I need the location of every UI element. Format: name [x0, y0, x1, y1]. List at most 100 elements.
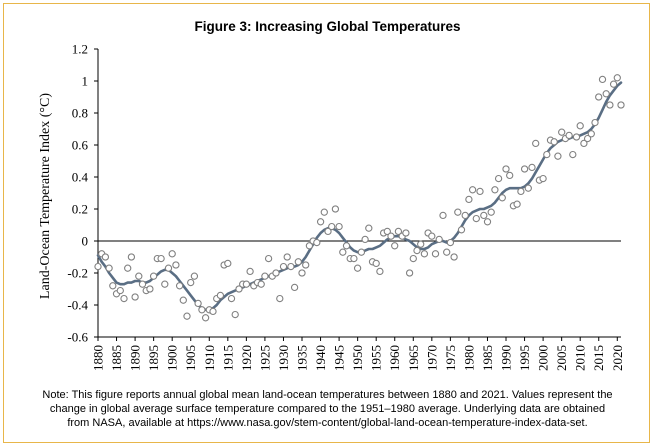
data-point: [175, 282, 184, 290]
data-point: [361, 235, 369, 244]
data-point: [405, 269, 414, 277]
y-axis-ticks: -0.6 -0.4 -0.2 0 0.2 0.4 0.6 0.8 1 1.2: [67, 42, 98, 345]
data-point: [431, 250, 440, 258]
data-point: [387, 232, 395, 240]
data-point: [483, 218, 492, 226]
data-point: [357, 248, 366, 256]
data-point: [402, 229, 410, 237]
data-point: [235, 285, 243, 293]
data-point: [320, 208, 328, 216]
data-point: [569, 150, 577, 159]
x-tick-label: 1940: [313, 345, 328, 371]
data-point: [316, 218, 325, 226]
data-point: [613, 74, 621, 82]
data-point: [257, 280, 265, 288]
figure-frame: [3, 3, 650, 443]
x-tick-label: 1970: [424, 345, 439, 371]
data-point: [350, 254, 358, 263]
x-tick-label: 1965: [406, 345, 421, 371]
data-point: [261, 272, 269, 280]
data-point: [227, 294, 236, 303]
data-point: [365, 224, 373, 232]
x-tick-label: 1945: [332, 345, 347, 371]
data-point: [558, 128, 566, 136]
data-point: [187, 278, 195, 287]
data-point: [565, 131, 573, 140]
x-tick-label: 1975: [443, 345, 458, 371]
data-point: [576, 122, 584, 130]
data-point: [480, 211, 488, 220]
y-tick-label: 1.2: [72, 42, 88, 57]
data-point: [101, 253, 110, 261]
x-tick-label: 1920: [239, 345, 254, 371]
data-point: [517, 187, 525, 196]
data-point: [183, 312, 191, 320]
data-point: [120, 294, 128, 303]
y-tick-label: -0.4: [67, 298, 88, 313]
data-point: [328, 222, 336, 231]
data-point: [550, 138, 558, 146]
x-tick-label: 1960: [387, 345, 402, 371]
x-tick-label: 2015: [591, 345, 606, 371]
data-point: [457, 226, 466, 234]
y-tick-label: 0.6: [72, 138, 89, 153]
data-point: [164, 264, 173, 272]
x-tick-label: 1995: [517, 345, 532, 371]
data-point: [179, 296, 187, 304]
note-line-3: from NASA, available at https://www.nasa…: [67, 417, 588, 429]
data-point: [609, 80, 618, 88]
data-point: [161, 280, 169, 288]
data-point: [131, 293, 139, 301]
data-point: [305, 242, 314, 250]
data-point: [572, 133, 581, 141]
x-tick-label: 1915: [220, 345, 235, 371]
data-point: [472, 214, 480, 223]
data-point: [409, 254, 417, 263]
data-point: [554, 152, 562, 160]
y-tick-label: -0.2: [67, 266, 88, 281]
y-tick-label: 0: [82, 234, 89, 249]
data-point: [224, 259, 232, 268]
data-point: [394, 227, 403, 236]
trend-line: [96, 81, 623, 312]
data-point: [502, 165, 510, 173]
data-point: [465, 195, 473, 204]
data-point: [172, 261, 180, 269]
data-point: [105, 264, 113, 272]
chart-title: Figure 3: Increasing Global Temperatures: [194, 19, 461, 34]
data-point: [428, 232, 436, 240]
data-point: [242, 280, 251, 288]
note-line-2: change in global average surface tempera…: [49, 403, 606, 415]
data-point: [94, 262, 102, 271]
data-point: [383, 227, 391, 236]
figure-note: Note: This figure reports annual global …: [12, 388, 643, 430]
x-tick-label: 1900: [165, 345, 180, 371]
data-point: [109, 282, 117, 290]
data-point: [435, 235, 443, 244]
x-tick-label: 2000: [536, 345, 551, 371]
data-point: [587, 130, 595, 138]
data-point: [583, 134, 592, 143]
x-tick-label: 1905: [183, 345, 198, 371]
x-tick-label: 1990: [499, 345, 514, 371]
data-point: [543, 150, 551, 159]
x-tick-label: 1910: [202, 345, 217, 371]
x-axis-ticks: 1880 1885 1890 1895 1900 1905 1910 1915 1920 1925…: [91, 337, 625, 371]
data-point: [513, 200, 521, 208]
data-point: [276, 294, 284, 303]
data-point: [372, 259, 380, 268]
y-tick-label: 0.2: [72, 202, 88, 217]
data-point: [324, 227, 332, 236]
note-line-1: Note: This figure reports annual global …: [42, 389, 613, 401]
x-tick-label: 1925: [257, 345, 272, 371]
data-point: [342, 242, 351, 250]
data-point: [580, 139, 588, 148]
data-point: [595, 93, 603, 101]
data-point: [116, 286, 124, 295]
x-tick-label: 1935: [295, 345, 310, 371]
data-point: [146, 285, 154, 293]
y-tick-label: 0.4: [72, 170, 89, 185]
data-point: [190, 272, 199, 280]
data-point: [598, 75, 607, 84]
data-point: [194, 299, 202, 308]
